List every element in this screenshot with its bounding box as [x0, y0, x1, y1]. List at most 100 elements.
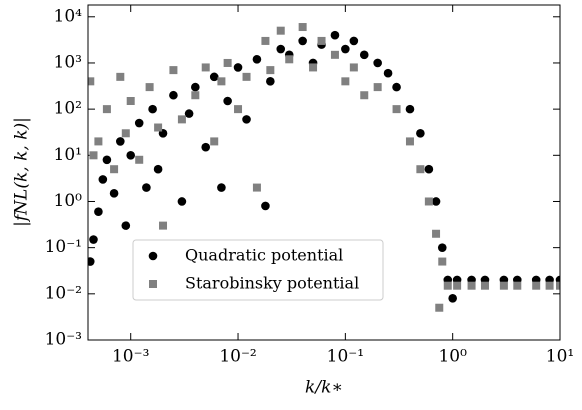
point	[191, 82, 200, 92]
point	[252, 55, 262, 64]
point	[191, 91, 200, 100]
point	[217, 183, 226, 192]
point	[145, 83, 154, 92]
point	[126, 97, 135, 106]
point	[135, 155, 144, 164]
point	[330, 30, 340, 40]
point	[177, 197, 187, 206]
plot-frame	[87, 4, 561, 341]
point	[467, 281, 476, 290]
point	[513, 281, 522, 290]
point	[201, 63, 210, 72]
point	[88, 77, 95, 86]
point	[424, 197, 433, 206]
point	[242, 72, 251, 81]
point	[309, 63, 318, 72]
point	[349, 63, 358, 72]
point	[169, 66, 178, 75]
point	[443, 281, 452, 290]
point	[341, 44, 350, 54]
point	[405, 104, 415, 114]
point	[223, 96, 232, 106]
point	[480, 281, 489, 290]
x-tick-label: 10⁰	[438, 347, 467, 367]
point	[266, 77, 275, 86]
point	[252, 183, 261, 192]
point	[98, 175, 108, 184]
point	[373, 58, 382, 68]
point	[223, 58, 232, 67]
point	[121, 221, 131, 230]
point	[89, 235, 98, 244]
y-tick-label: 10⁰	[54, 191, 83, 211]
point	[201, 142, 211, 152]
point	[261, 201, 270, 211]
point	[159, 221, 168, 230]
point	[88, 257, 95, 266]
point	[330, 50, 339, 59]
point	[416, 128, 425, 138]
point	[109, 189, 119, 198]
point	[532, 281, 541, 290]
point	[285, 55, 294, 64]
y-tick-label: 10⁻¹	[45, 237, 82, 257]
point	[556, 281, 560, 290]
y-tick-label: 10¹	[54, 145, 82, 165]
point	[373, 83, 382, 92]
point	[102, 155, 112, 165]
x-tick-label: 10⁻³	[112, 347, 149, 367]
point	[154, 123, 163, 132]
point	[545, 281, 554, 290]
point	[142, 183, 151, 192]
legend-box	[132, 239, 384, 301]
point	[110, 165, 119, 174]
point	[261, 36, 270, 45]
point	[424, 164, 434, 174]
x-tick-label: 10⁻¹	[327, 347, 364, 367]
point	[298, 23, 307, 32]
point	[121, 129, 130, 138]
point	[383, 68, 393, 78]
point	[431, 197, 441, 206]
y-tick-label: 10³	[54, 52, 82, 72]
y-tick-label: 10⁻²	[45, 283, 82, 303]
legend-marker	[149, 280, 157, 288]
y-tick-label: 10⁻³	[45, 330, 82, 350]
point	[209, 72, 219, 82]
x-tick-label: 10⁻²	[219, 347, 256, 367]
point	[317, 36, 326, 45]
point	[94, 207, 103, 217]
point	[360, 91, 369, 100]
point	[153, 164, 163, 174]
point	[126, 151, 136, 160]
point	[392, 82, 401, 92]
point	[89, 151, 98, 160]
point	[116, 137, 125, 146]
legend-label: Starobinsky potential	[185, 274, 359, 293]
point	[102, 105, 111, 114]
point	[266, 66, 275, 75]
point	[437, 243, 447, 252]
point	[242, 115, 251, 124]
point	[210, 137, 219, 146]
point	[432, 229, 441, 238]
point	[116, 72, 125, 81]
point	[276, 26, 285, 35]
point	[94, 137, 103, 146]
y-tick-label: 10⁴	[54, 6, 83, 26]
x-tick-label: 10¹	[546, 347, 574, 367]
point	[392, 105, 401, 114]
point	[234, 105, 243, 114]
point	[349, 36, 359, 46]
point	[177, 115, 186, 124]
y-axis-label: |fNL(k, k, k)|	[12, 117, 32, 227]
point	[184, 109, 194, 118]
legend-marker	[148, 251, 158, 261]
point	[453, 281, 462, 290]
point	[359, 50, 369, 60]
point	[448, 294, 457, 303]
point	[341, 77, 350, 86]
point	[438, 257, 447, 266]
y-tick-label: 10²	[54, 99, 82, 119]
